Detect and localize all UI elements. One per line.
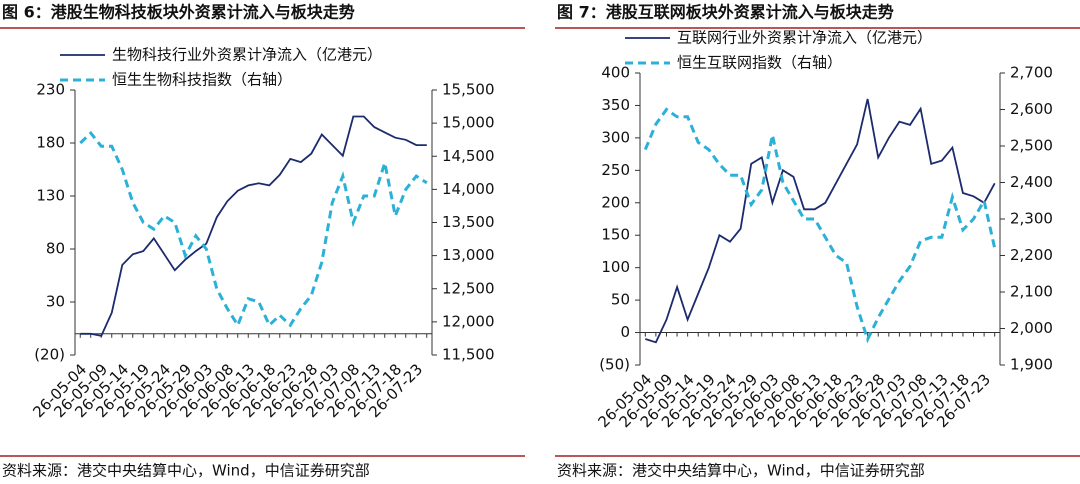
- y2-tick-label: 15,000: [442, 114, 495, 132]
- y-tick-label: 230: [36, 81, 65, 99]
- legend-label: 恒生生物科技指数（右轴）: [112, 71, 292, 89]
- y2-tick-label: 2,600: [1010, 100, 1053, 118]
- chart-title: 图 7：港股互联网板块外资累计流入与板块走势: [557, 3, 894, 22]
- y2-tick-label: 14,000: [442, 180, 495, 198]
- flow-line: [80, 115, 427, 337]
- source: 资料来源：港交中央结算中心，Wind，中信证券研究部: [2, 462, 370, 480]
- y-tick-label: 300: [601, 128, 630, 146]
- y-tick-label: 100: [601, 258, 630, 276]
- y2-tick-label: 2,100: [1010, 283, 1053, 301]
- y2-tick-label: 2,400: [1010, 173, 1053, 191]
- y-tick-label: 150: [601, 226, 630, 244]
- y-tick-label: 0: [620, 323, 630, 341]
- y2-tick-label: 13,500: [442, 213, 495, 231]
- y2-tick-label: 2,200: [1010, 246, 1053, 264]
- source: 资料来源：港交中央结算中心，Wind，中信证券研究部: [557, 462, 925, 480]
- y2-tick-label: 14,500: [442, 147, 495, 165]
- y2-tick-label: 2,700: [1010, 64, 1053, 82]
- y2-tick-label: 1,900: [1010, 356, 1053, 374]
- y2-tick-label: 12,500: [442, 279, 495, 297]
- y-tick-label: 180: [36, 134, 65, 152]
- y-tick-label: 200: [601, 193, 630, 211]
- legend-label: 恒生互联网指数（右轴）: [677, 54, 842, 72]
- y-tick-label: 50: [611, 291, 630, 309]
- y-tick-label: 350: [601, 96, 630, 114]
- y-tick-label: 30: [46, 293, 65, 311]
- y-tick-label: 80: [46, 240, 65, 258]
- chart-title: 图 6：港股生物科技板块外资累计流入与板块走势: [2, 3, 355, 22]
- y2-tick-label: 11,500: [442, 346, 495, 364]
- y2-tick-label: 13,000: [442, 246, 495, 264]
- y2-tick-label: 15,500: [442, 81, 495, 99]
- y-tick-label: (20): [34, 346, 65, 364]
- legend-label: 生物科技行业外资累计净流入（亿港元）: [112, 46, 382, 64]
- y2-tick-label: 2,300: [1010, 210, 1053, 228]
- y2-tick-label: 2,500: [1010, 137, 1053, 155]
- flow-line: [645, 98, 996, 344]
- index-line: [79, 130, 428, 329]
- y-tick-label: 400: [601, 64, 630, 82]
- y-tick-label: 250: [601, 161, 630, 179]
- y-tick-label: (50): [599, 356, 630, 374]
- y2-tick-label: 12,000: [442, 312, 495, 330]
- index-line: [643, 107, 997, 344]
- y-tick-label: 130: [36, 187, 65, 205]
- legend-label: 互联网行业外资累计净流入（亿港元）: [677, 29, 932, 47]
- y2-tick-label: 2,000: [1010, 319, 1053, 337]
